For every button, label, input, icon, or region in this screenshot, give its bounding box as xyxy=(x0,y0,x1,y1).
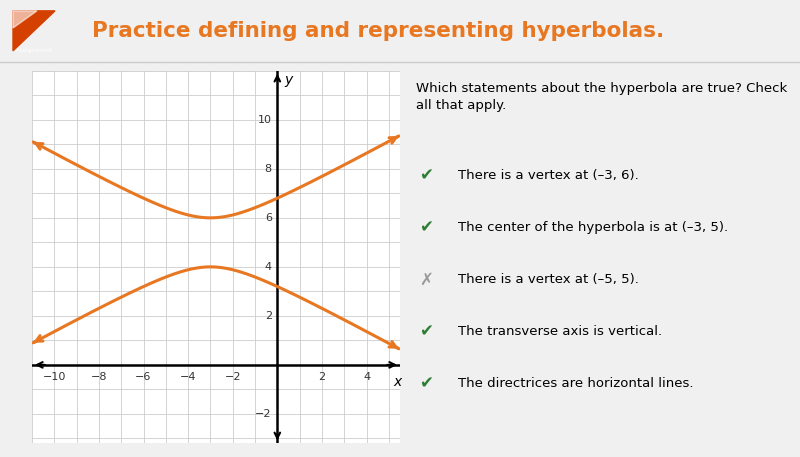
Text: −10: −10 xyxy=(42,372,66,382)
Text: ✔: ✔ xyxy=(419,323,434,340)
Text: ✔: ✔ xyxy=(419,166,434,184)
Text: ✗: ✗ xyxy=(419,271,434,288)
Text: 8: 8 xyxy=(265,164,272,174)
Text: The center of the hyperbola is at (–3, 5).: The center of the hyperbola is at (–3, 5… xyxy=(458,221,728,234)
Text: −2: −2 xyxy=(225,372,241,382)
Text: The transverse axis is vertical.: The transverse axis is vertical. xyxy=(458,325,662,338)
Text: There is a vertex at (–5, 5).: There is a vertex at (–5, 5). xyxy=(458,273,638,286)
Text: ✔: ✔ xyxy=(419,375,434,393)
Text: −6: −6 xyxy=(135,372,152,382)
Text: There is a vertex at (–3, 6).: There is a vertex at (–3, 6). xyxy=(458,169,638,181)
Text: 6: 6 xyxy=(265,213,272,223)
Text: −4: −4 xyxy=(180,372,196,382)
Text: 2: 2 xyxy=(318,372,326,382)
Text: 2: 2 xyxy=(265,311,272,321)
Text: The directrices are horizontal lines.: The directrices are horizontal lines. xyxy=(458,377,694,390)
Text: −8: −8 xyxy=(90,372,107,382)
Text: x: x xyxy=(394,375,402,389)
Polygon shape xyxy=(13,11,37,28)
Text: 4: 4 xyxy=(363,372,370,382)
Text: Which statements about the hyperbola are true? Check
all that apply.: Which statements about the hyperbola are… xyxy=(416,82,787,112)
Text: 10: 10 xyxy=(258,115,272,125)
Text: 4: 4 xyxy=(265,262,272,272)
Text: y: y xyxy=(284,73,292,87)
Text: Assignment: Assignment xyxy=(15,48,53,53)
Text: Practice defining and representing hyperbolas.: Practice defining and representing hyper… xyxy=(92,21,664,41)
Polygon shape xyxy=(13,11,55,51)
Text: ✔: ✔ xyxy=(419,218,434,236)
Text: −2: −2 xyxy=(255,409,272,419)
